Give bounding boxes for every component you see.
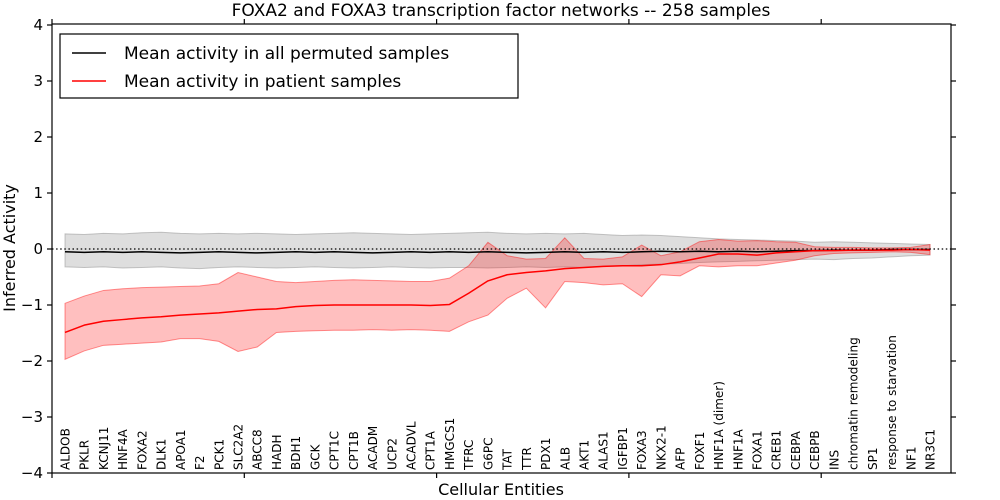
tick-layer: 4 3 2 1 0 −1 −2 −3 −4 ALDOB PKLR KCNJ11 HNF4A FOXA2 DL…	[21, 16, 956, 482]
x-category-label: SP1	[866, 448, 880, 471]
x-category-label: response to starvation	[885, 335, 899, 470]
x-category-label: PCK1	[212, 439, 226, 470]
x-category-label: HNF4A	[116, 428, 130, 470]
x-category-label: CEBPB	[808, 430, 822, 470]
x-category-label: IGFBP1	[616, 427, 630, 470]
y-tick-label: 4	[33, 16, 43, 34]
x-category-label: ALDOB	[59, 428, 73, 470]
x-category-label: ABCC8	[251, 429, 265, 470]
y-tick-label: 3	[33, 72, 43, 90]
x-category-label: FOXA1	[751, 430, 765, 470]
x-category-label: PDX1	[539, 438, 553, 470]
x-category-label: CREB1	[770, 430, 784, 470]
x-category-label: INS	[827, 450, 841, 470]
x-category-label: KCNJ11	[97, 427, 111, 470]
x-category-label: TAT	[501, 448, 515, 471]
x-category-label: FOXA2	[135, 430, 149, 470]
x-category-label: ALAS1	[597, 431, 611, 470]
x-category-label: HNF1A	[731, 428, 745, 470]
x-category-label: NKX2-1	[654, 425, 668, 470]
x-category-label: ACADVL	[405, 421, 419, 470]
legend-box	[59, 33, 519, 99]
x-category-label: NF1	[904, 446, 918, 470]
x-category-label: APOA1	[174, 429, 188, 470]
x-category-label: TTR	[520, 447, 534, 471]
x-category-label: G6PC	[481, 437, 495, 470]
line-layer	[52, 248, 951, 334]
x-category-label: AFP	[674, 448, 688, 470]
x-category-label: chromatin remodeling	[847, 337, 861, 470]
axes-frame	[51, 23, 952, 474]
band-layer	[64, 231, 931, 361]
x-axis-label: Cellular Entities	[438, 480, 564, 499]
x-category-label: F2	[193, 455, 207, 470]
x-category-label: PKLR	[78, 440, 92, 470]
y-tick-label: −4	[21, 464, 43, 482]
x-category-label: CEBPA	[789, 430, 803, 470]
x-category-label: BDH1	[289, 436, 303, 470]
patient-mean-line	[64, 248, 931, 334]
x-category-label: AKT1	[578, 440, 592, 470]
x-category-label: HADH	[270, 435, 284, 471]
legend-label-permuted: Mean activity in all permuted samples	[124, 44, 449, 64]
x-category-label: ACADM	[366, 426, 380, 470]
y-tick-label: −1	[21, 296, 43, 314]
x-category-label: FOXF1	[693, 432, 707, 470]
x-category-label: TFRC	[462, 440, 476, 471]
legend-label-patient: Mean activity in patient samples	[124, 72, 401, 92]
x-category-label: GCK	[308, 443, 322, 470]
y-tick-label: 0	[33, 240, 43, 258]
y-tick-label: −2	[21, 352, 43, 370]
y-tick-label: 1	[33, 184, 43, 202]
permuted-samples-envelope	[64, 231, 931, 270]
x-category-label: UCP2	[385, 438, 399, 470]
x-category-label: FOXA3	[635, 430, 649, 470]
legend: Mean activity in all permuted samples Me…	[59, 33, 519, 99]
x-category-label: SLC2A2	[232, 424, 246, 470]
y-axis-label: Inferred Activity	[0, 184, 19, 312]
y-tick-label: −3	[21, 408, 43, 426]
x-category-label: CPT1A	[424, 430, 438, 470]
x-category-label: NR3C1	[924, 429, 938, 470]
permuted-mean-line	[64, 248, 930, 254]
chart-title: FOXA2 and FOXA3 transcription factor net…	[232, 1, 771, 21]
x-category-label: DLK1	[155, 439, 169, 470]
x-category-label: CPT1C	[328, 431, 342, 470]
x-category-label: HMGCS1	[443, 418, 457, 470]
x-category-label: ALB	[558, 447, 572, 470]
patient-samples-envelope	[64, 237, 931, 361]
y-tick-label: 2	[33, 128, 43, 146]
x-category-label: HNF1A (dimer)	[712, 381, 726, 470]
x-category-label: CPT1B	[347, 431, 361, 470]
